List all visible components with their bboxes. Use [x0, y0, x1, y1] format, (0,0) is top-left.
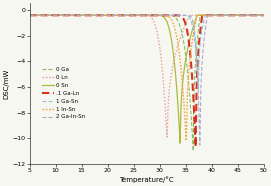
- 2 Ga-In-Sn: [28, 14, 31, 16]
- 1 Ga-Sn: [139, 14, 142, 16]
- .1 Ga-Ln: [194, 146, 197, 148]
- .1 Ga-Ln: [154, 14, 158, 16]
- 0 Sn: [141, 14, 144, 16]
- 2 Ga-In-Sn: [220, 14, 224, 16]
- Y-axis label: DSC/mW: DSC/mW: [4, 68, 9, 99]
- .1 Ga-Ln: [28, 14, 31, 16]
- .1 Ga-Ln: [262, 14, 265, 16]
- 0 Sn: [139, 14, 142, 16]
- 1 Ga-Sn: [154, 14, 158, 16]
- 0 Sn: [179, 142, 182, 144]
- 2 Ga-In-Sn: [154, 14, 158, 16]
- 1 In-Sn: [257, 14, 260, 16]
- 2 Ga-In-Sn: [167, 14, 170, 16]
- 2 Ga-In-Sn: [262, 14, 265, 16]
- 0 Sn: [154, 14, 158, 16]
- 0 Sn: [257, 14, 260, 16]
- Line: 0 Ga: 0 Ga: [30, 15, 264, 151]
- 1 In-Sn: [154, 14, 158, 16]
- 0 Ln: [28, 14, 31, 16]
- 1 Ga-Sn: [28, 14, 31, 16]
- 0 Sn: [28, 14, 31, 16]
- 0 Ln: [220, 14, 224, 16]
- Line: 1 In-Sn: 1 In-Sn: [30, 15, 264, 141]
- 1 In-Sn: [262, 14, 265, 16]
- 0 Ga: [141, 14, 144, 16]
- 2 Ga-In-Sn: [257, 14, 260, 16]
- 0 Ga: [139, 14, 142, 16]
- 1 Ga-Sn: [197, 89, 200, 91]
- 1 Ga-Sn: [262, 14, 265, 16]
- .1 Ga-Ln: [257, 14, 260, 16]
- 0 Sn: [262, 14, 265, 16]
- 0 Ga: [220, 14, 224, 16]
- 2 Ga-In-Sn: [139, 14, 142, 16]
- .1 Ga-Ln: [220, 14, 224, 16]
- Line: 2 Ga-In-Sn: 2 Ga-In-Sn: [30, 15, 264, 145]
- 1 In-Sn: [220, 14, 224, 16]
- 0 Ga: [257, 14, 260, 16]
- .1 Ga-Ln: [141, 14, 144, 16]
- Line: 0 Sn: 0 Sn: [30, 15, 264, 143]
- 0 Ga: [262, 14, 265, 16]
- .1 Ga-Ln: [167, 14, 170, 16]
- X-axis label: Temperature/°C: Temperature/°C: [119, 176, 174, 182]
- 0 Sn: [167, 27, 170, 29]
- 1 In-Sn: [139, 14, 142, 16]
- 1 In-Sn: [141, 14, 144, 16]
- 1 Ga-Sn: [167, 14, 170, 16]
- 0 Ga: [28, 14, 31, 16]
- 1 Ga-Sn: [220, 14, 224, 16]
- 0 Ln: [262, 14, 265, 16]
- Line: 0 Ln: 0 Ln: [30, 15, 264, 137]
- 0 Ln: [165, 136, 169, 138]
- 1 In-Sn: [185, 140, 188, 142]
- 1 In-Sn: [28, 14, 31, 16]
- 0 Ln: [257, 14, 260, 16]
- 0 Ln: [139, 14, 142, 16]
- 2 Ga-In-Sn: [198, 144, 201, 146]
- 1 Ga-Sn: [257, 14, 260, 16]
- 0 Ln: [168, 89, 171, 91]
- 0 Ln: [154, 28, 158, 30]
- 1 In-Sn: [167, 16, 170, 18]
- Line: 1 Ga-Sn: 1 Ga-Sn: [30, 15, 264, 90]
- Legend: 0 Ga, 0 Ln, 0 Sn, .1 Ga-Ln, 1 Ga-Sn, 1 In-Sn, 2 Ga-In-Sn: 0 Ga, 0 Ln, 0 Sn, .1 Ga-Ln, 1 Ga-Sn, 1 I…: [42, 67, 85, 119]
- 1 Ga-Sn: [141, 14, 144, 16]
- 0 Ln: [141, 14, 144, 16]
- .1 Ga-Ln: [139, 14, 142, 16]
- 2 Ga-In-Sn: [141, 14, 144, 16]
- 0 Sn: [220, 14, 224, 16]
- 0 Ga: [167, 14, 170, 16]
- 0 Ga: [192, 150, 195, 152]
- 0 Ga: [154, 14, 158, 16]
- Line: .1 Ga-Ln: .1 Ga-Ln: [30, 15, 264, 147]
